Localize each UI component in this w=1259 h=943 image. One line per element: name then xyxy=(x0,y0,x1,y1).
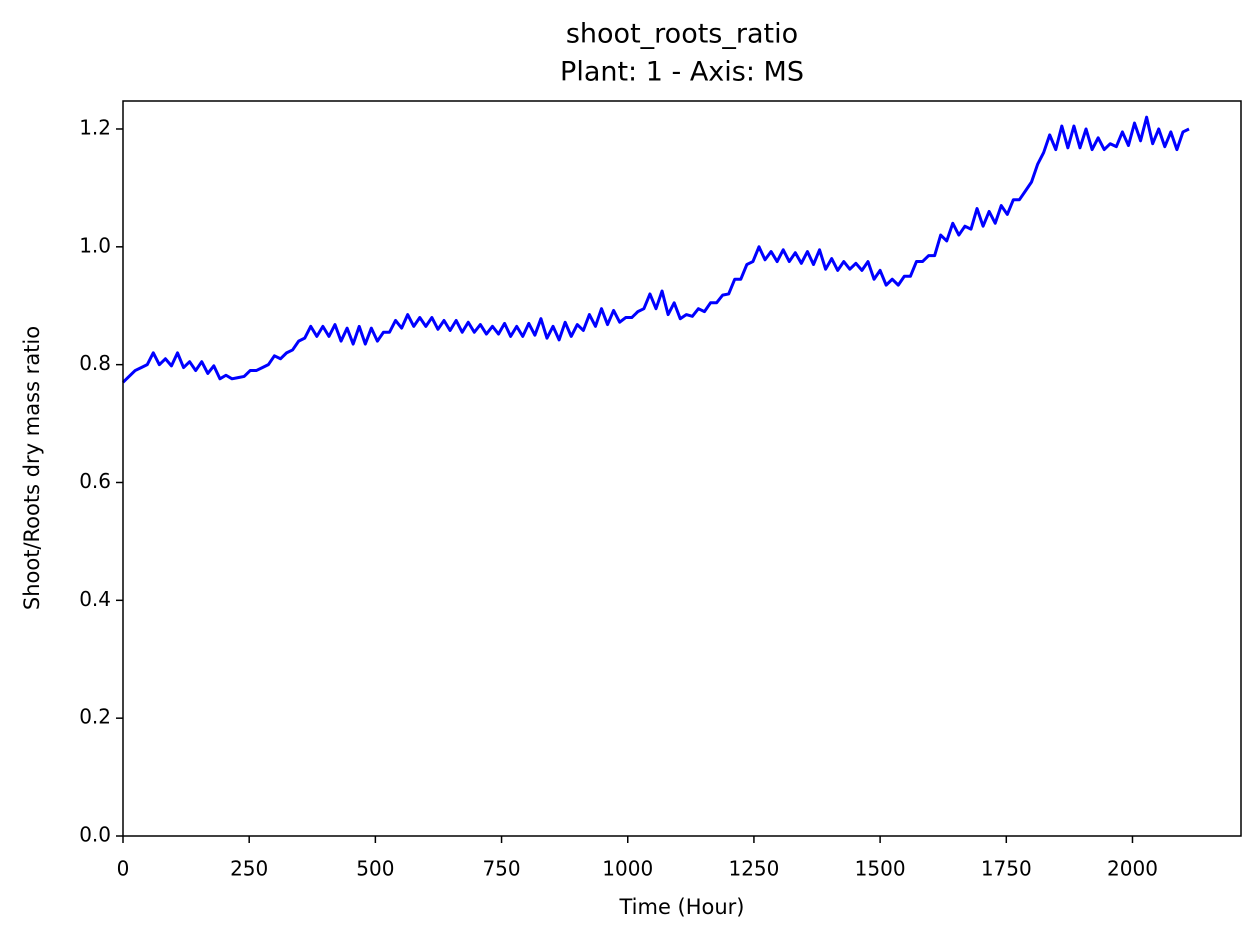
y-tick-label: 0.2 xyxy=(79,705,111,729)
plot-frame xyxy=(122,100,1242,837)
chart-title: shoot_roots_ratio xyxy=(566,19,798,50)
y-tick-label: 0.4 xyxy=(79,587,111,611)
chart-subtitle: Plant: 1 - Axis: MS xyxy=(560,57,804,88)
x-tick-label: 250 xyxy=(230,857,268,881)
y-tick-label: 1.0 xyxy=(79,233,111,257)
x-tick-label: 2000 xyxy=(1107,857,1158,881)
y-tick-label: 0.6 xyxy=(79,469,111,493)
x-tick-label: 1500 xyxy=(855,857,906,881)
x-tick-label: 1750 xyxy=(981,857,1032,881)
line-series xyxy=(121,115,1190,384)
y-axis-label: Shoot/Roots dry mass ratio xyxy=(20,326,44,610)
x-tick-label: 1000 xyxy=(602,857,653,881)
x-axis-label: Time (Hour) xyxy=(618,895,744,919)
y-tick-label: 0.8 xyxy=(79,351,111,375)
x-tick-label: 0 xyxy=(117,857,130,881)
x-tick-label: 750 xyxy=(482,857,520,881)
y-tick-label: 1.2 xyxy=(79,115,111,139)
x-tick-label: 1250 xyxy=(728,857,779,881)
y-tick-label: 0.0 xyxy=(79,823,111,847)
x-tick-label: 500 xyxy=(356,857,394,881)
